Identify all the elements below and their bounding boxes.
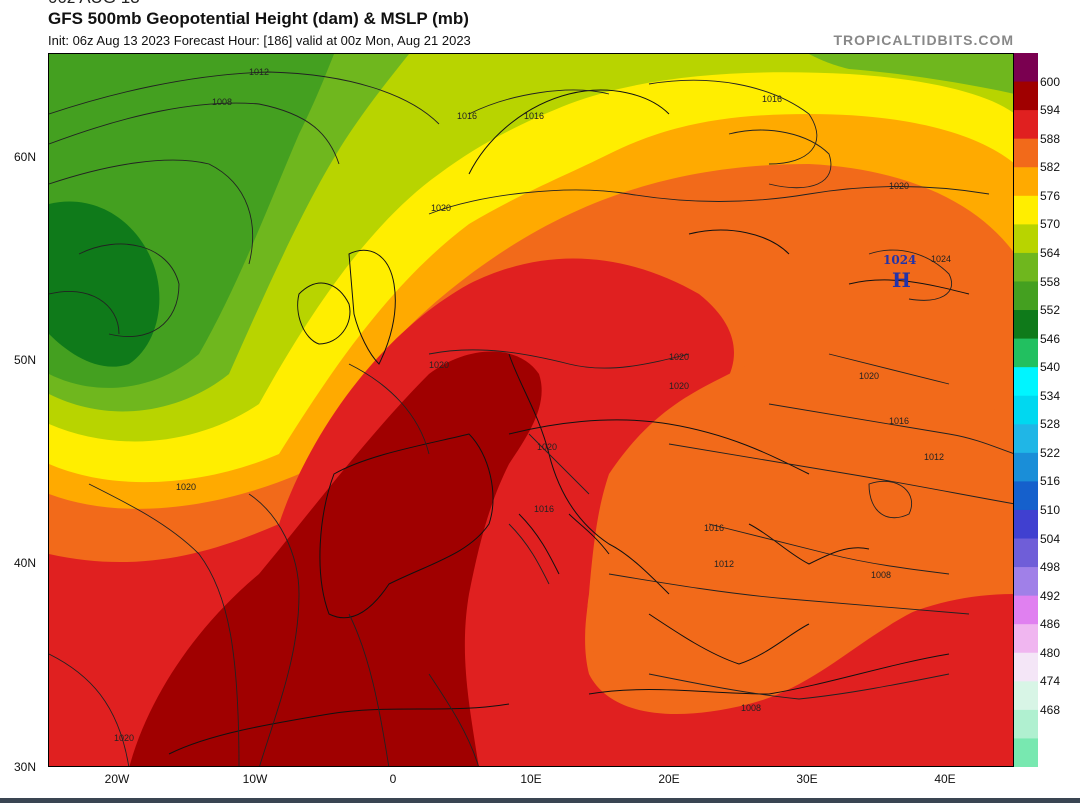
lon-label: 10E <box>520 772 542 786</box>
band-564-ne <box>809 54 1013 94</box>
colorbar-segment <box>1014 252 1038 282</box>
colorbar-segment <box>1014 509 1038 540</box>
chart-subtitle: Init: 06z Aug 13 2023 Forecast Hour: [18… <box>48 33 471 48</box>
colorbar-segment <box>1014 652 1038 682</box>
isobar-label: 1020 <box>176 482 196 492</box>
colorbar-label: 486 <box>1040 617 1061 632</box>
colorbar-segment <box>1014 310 1038 340</box>
isobar-label: 1016 <box>762 94 782 104</box>
weather-map: 1012 1008 1016 1016 1016 1020 1020 1020 … <box>48 53 1014 767</box>
lat-label: 30N <box>14 760 37 774</box>
lon-label: 30E <box>796 772 818 786</box>
high-pressure-marker: H <box>892 268 911 292</box>
site-credit: TROPICALTIDBITS.COM <box>833 32 1014 48</box>
isobar-label: 1020 <box>669 381 689 391</box>
lat-label: 40N <box>14 556 37 570</box>
colorbar-segment <box>1014 595 1038 625</box>
chart-title: GFS 500mb Geopotential Height (dam) & MS… <box>48 9 469 28</box>
colorbar-labels: 600 594 588 582 576 570 564 558 552 546 540 534 528 5… <box>1040 53 1080 767</box>
isobar-label: 1020 <box>669 352 689 362</box>
isobar-label: 1024 <box>931 254 951 264</box>
colorbar-segment <box>1014 281 1038 311</box>
colorbar-segment <box>1014 195 1038 225</box>
isobars <box>49 71 1013 766</box>
colorbar-label: 504 <box>1040 531 1061 546</box>
colorbar-segment <box>1014 338 1038 368</box>
colorbar-segment <box>1014 481 1038 511</box>
colorbar-segment <box>1014 367 1038 397</box>
colorbar-segment <box>1014 224 1038 254</box>
colorbar-segment <box>1014 110 1038 140</box>
lat-label: 60N <box>14 150 37 164</box>
colorbar-label: 510 <box>1040 503 1061 517</box>
colorbar-label: 540 <box>1040 360 1061 375</box>
colorbar-label: 594 <box>1040 103 1061 118</box>
lon-label: 10W <box>242 772 268 786</box>
isobar-label: 1020 <box>859 371 879 381</box>
band-600 <box>129 351 542 766</box>
colorbar-label: 474 <box>1040 674 1061 689</box>
isobar-labels: 1012 1008 1016 1016 1016 1020 1020 1020 … <box>114 67 951 743</box>
lon-label: 40E <box>934 772 956 786</box>
isobar-label: 1012 <box>249 67 269 77</box>
isobar-label: 1016 <box>524 111 544 121</box>
colorbar-segment <box>1014 81 1038 111</box>
colorbar-label: 546 <box>1040 331 1061 346</box>
lon-label: 20W <box>104 772 130 786</box>
colorbar-label: 600 <box>1040 74 1061 89</box>
colorbar-segment <box>1014 567 1038 597</box>
high-pressure-value: 1024 <box>883 253 916 267</box>
lon-label: 0 <box>389 772 397 786</box>
colorbar-label: 480 <box>1040 645 1061 660</box>
lat-label: 50N <box>14 353 37 367</box>
colorbar-segment <box>1014 53 1038 83</box>
colorbar-label: 528 <box>1040 417 1061 432</box>
map-canvas: 1012 1008 1016 1016 1016 1020 1020 1020 … <box>49 54 1013 766</box>
colorbar-label: 588 <box>1040 131 1061 146</box>
colorbar-segment <box>1014 538 1038 568</box>
header-partial-text: 00z AUG 13 <box>48 0 140 8</box>
colorbar-segment <box>1014 738 1038 767</box>
lon-label: 20E <box>658 772 680 786</box>
isobar-label: 1008 <box>741 703 761 713</box>
colorbar-label: 468 <box>1040 702 1061 717</box>
colorbar-segment <box>1014 452 1038 482</box>
isobar-label: 1020 <box>889 181 909 191</box>
isobar-label: 1016 <box>534 504 554 514</box>
isobar-label: 1020 <box>429 360 449 370</box>
colorbar-label: 498 <box>1040 560 1061 575</box>
colorbar-label: 492 <box>1040 588 1061 603</box>
colorbar-label: 558 <box>1040 274 1061 289</box>
isobar-label: 1012 <box>924 452 944 462</box>
isobar-label: 1008 <box>871 570 891 580</box>
isobar-label: 1016 <box>704 523 724 533</box>
isobar-label: 1016 <box>889 416 909 426</box>
colorbar-segment <box>1014 424 1038 454</box>
band-552 <box>49 201 160 367</box>
isobar-label: 1012 <box>714 559 734 569</box>
bottom-bar <box>0 798 1080 803</box>
colorbar-segment <box>1014 681 1038 711</box>
isobar-label: 1020 <box>537 442 557 452</box>
isobar-label: 1008 <box>212 97 232 107</box>
colorbar-label: 522 <box>1040 445 1061 460</box>
colorbar-label: 576 <box>1040 188 1061 203</box>
colorbar-label: 564 <box>1040 245 1061 260</box>
colorbar-label: 582 <box>1040 160 1061 175</box>
colorbar-label: 570 <box>1040 217 1061 232</box>
coastlines <box>168 89 970 755</box>
isobar-label: 1020 <box>431 203 451 213</box>
band-588-eastern <box>587 345 1013 707</box>
colorbar-segment <box>1014 138 1038 168</box>
isobar-label: 1020 <box>114 733 134 743</box>
colorbar-label: 552 <box>1040 303 1061 317</box>
colorbar-label: 534 <box>1040 388 1061 403</box>
colorbar-segment <box>1014 624 1038 654</box>
colorbar-label: 516 <box>1040 474 1061 489</box>
colorbar <box>1014 53 1038 767</box>
colorbar-segment <box>1014 709 1038 739</box>
colorbar-segment <box>1014 167 1038 197</box>
isobar-label: 1016 <box>457 111 477 121</box>
colorbar-segment <box>1014 395 1038 425</box>
